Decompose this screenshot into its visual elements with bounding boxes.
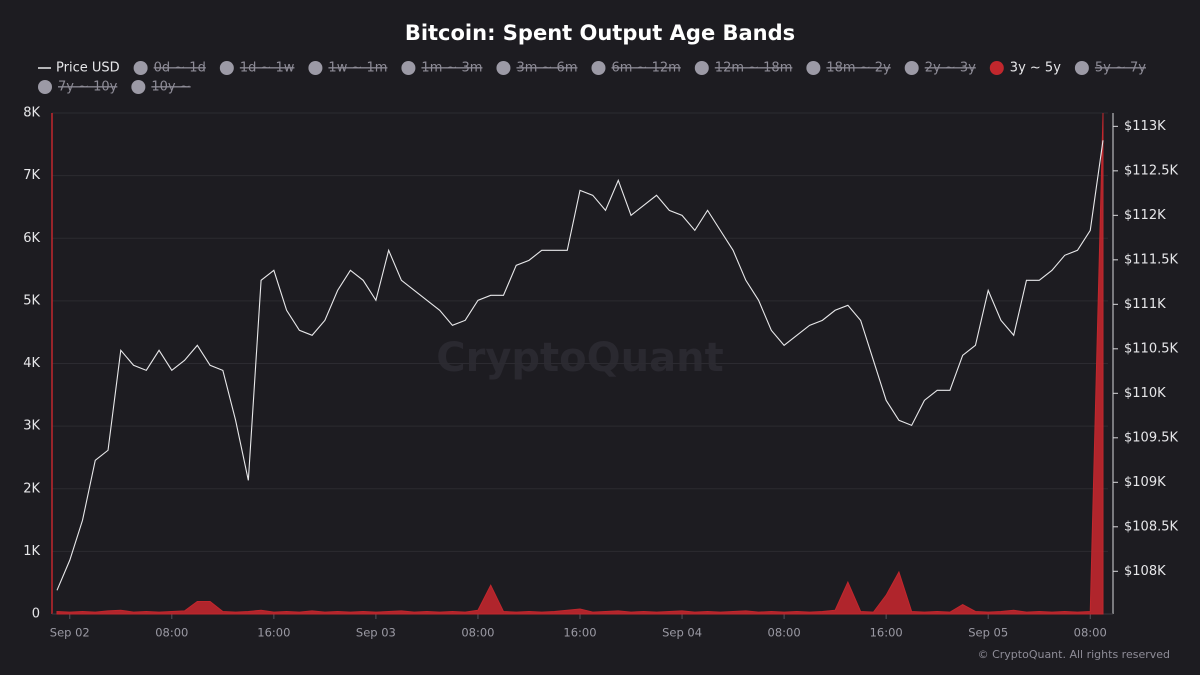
legend-label: 2y ~ 3y	[925, 61, 976, 76]
legend-swatch	[133, 61, 148, 75]
y-tick-label: 1K	[23, 544, 40, 559]
y2-tick-label: $112K	[1124, 208, 1166, 223]
legend-swatch	[219, 61, 234, 75]
legend-item[interactable]: 18m ~ 2y	[806, 61, 891, 76]
legend-item[interactable]: 2y ~ 3y	[904, 61, 976, 76]
price-line	[56, 140, 1104, 591]
y-tick-label: 6K	[23, 231, 40, 246]
legend-item[interactable]: 7y ~ 10y	[38, 80, 118, 95]
x-tick-label: 16:00	[870, 626, 903, 640]
legend-item[interactable]: 10y ~	[131, 80, 191, 95]
legend-item[interactable]: 0d ~ 1d	[133, 61, 206, 76]
legend-swatch	[308, 61, 323, 75]
y2-tick-label: $108.5K	[1124, 519, 1178, 534]
y-tick-label: 8K	[23, 106, 40, 121]
y-tick-label: 5K	[23, 293, 40, 308]
legend-swatch	[989, 61, 1004, 75]
legend-label: 1w ~ 1m	[328, 61, 387, 76]
legend-swatch	[131, 80, 146, 94]
y2-tick-label: $109K	[1124, 475, 1166, 490]
legend-label: 7y ~ 10y	[58, 80, 118, 95]
legend-label: 0d ~ 1d	[154, 61, 206, 76]
legend-swatch	[806, 61, 821, 75]
chart-title: Bitcoin: Spent Output Age Bands	[405, 21, 795, 45]
legend-swatch	[694, 61, 709, 75]
y2-tick-label: $111.5K	[1124, 252, 1178, 267]
x-tick-label: 16:00	[257, 626, 290, 640]
legend-label: 18m ~ 2y	[826, 61, 891, 76]
y2-tick-label: $113K	[1124, 119, 1166, 134]
x-tick-label: Sep 03	[356, 626, 396, 640]
legend-item[interactable]: 1m ~ 3m	[401, 61, 482, 76]
legend-item[interactable]: Price USD	[38, 61, 120, 76]
x-tick-label: 08:00	[1074, 626, 1107, 640]
legend-swatch	[38, 80, 52, 94]
legend-label: 3y ~ 5y	[1010, 61, 1061, 76]
x-tick-label: 16:00	[563, 626, 596, 640]
y2-tick-label: $110.5K	[1124, 341, 1178, 356]
legend-label: 5y ~ 7y	[1095, 61, 1146, 76]
legend-label: 3m ~ 6m	[516, 61, 577, 76]
legend-label: 1d ~ 1w	[240, 61, 295, 76]
legend-item[interactable]: 6m ~ 12m	[591, 61, 681, 76]
legend-item[interactable]: 12m ~ 18m	[694, 61, 793, 76]
y2-tick-label: $110K	[1124, 386, 1166, 401]
x-tick-label: 08:00	[461, 626, 494, 640]
legend-swatch	[904, 61, 919, 75]
y-tick-label: 3K	[23, 419, 40, 434]
y-tick-label: 2K	[23, 481, 40, 496]
legend-item[interactable]: 5y ~ 7y	[1074, 61, 1146, 76]
footer: © CryptoQuant. All rights reserved	[978, 648, 1170, 661]
y2-tick-label: $111K	[1124, 297, 1166, 312]
legend-swatch	[401, 61, 416, 75]
legend-swatch	[496, 61, 511, 75]
y2-tick-label: $109.5K	[1124, 430, 1178, 445]
x-tick-label: Sep 04	[662, 626, 702, 640]
legend-label: Price USD	[56, 61, 120, 76]
watermark: CryptoQuant	[436, 335, 723, 381]
legend-swatch	[591, 61, 606, 75]
y2-tick-label: $112.5K	[1124, 163, 1178, 178]
legend-item[interactable]: 1w ~ 1m	[308, 61, 387, 76]
legend-label: 12m ~ 18m	[715, 61, 793, 76]
legend-label: 6m ~ 12m	[611, 61, 680, 76]
legend-swatch	[1074, 61, 1089, 75]
y-tick-label: 7K	[23, 168, 40, 183]
legend-item[interactable]: 3y ~ 5y	[989, 61, 1061, 76]
legend-label: 10y ~	[151, 80, 190, 95]
y-tick-label: 4K	[23, 356, 40, 371]
area	[56, 112, 1104, 615]
y2-tick-label: $108K	[1124, 564, 1166, 579]
legend-item[interactable]: 3m ~ 6m	[496, 61, 577, 76]
legend-label: 1m ~ 3m	[421, 61, 482, 76]
legend-item[interactable]: 1d ~ 1w	[219, 61, 295, 76]
x-tick-label: 08:00	[768, 626, 801, 640]
x-tick-label: 08:00	[155, 626, 188, 640]
x-tick-label: Sep 02	[50, 626, 90, 640]
x-tick-label: Sep 05	[968, 626, 1008, 640]
y-tick-label: 0	[32, 607, 40, 622]
